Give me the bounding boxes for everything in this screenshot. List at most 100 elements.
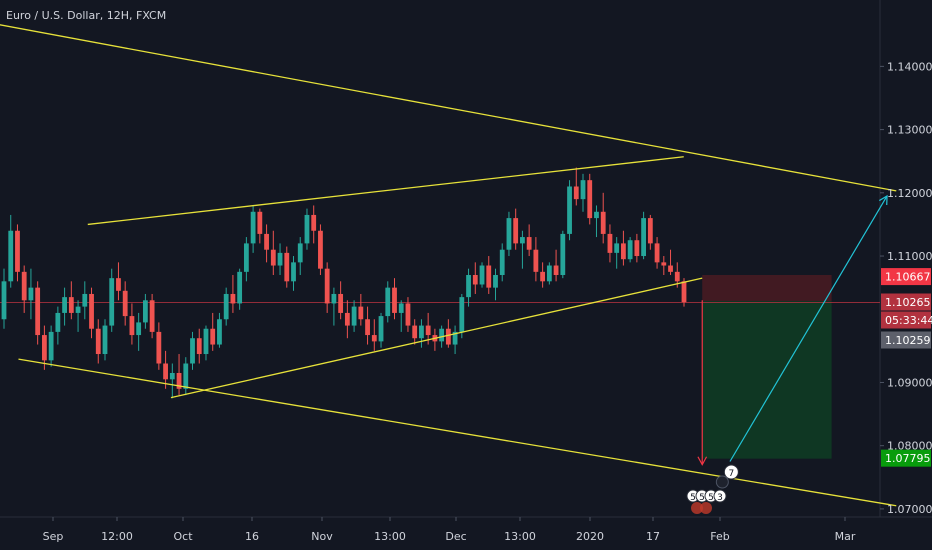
candle-body — [75, 306, 81, 313]
y-tick-label: 1.13000 — [887, 124, 932, 137]
candle-body — [68, 297, 74, 313]
last-price-label-bg — [881, 331, 931, 349]
x-tick-label: 2020 — [576, 530, 604, 543]
candle-body — [203, 328, 209, 355]
candle-body — [116, 278, 121, 291]
candle-body — [210, 328, 216, 345]
candle-body — [338, 293, 344, 313]
up-arrow — [729, 195, 888, 462]
candle-body — [297, 243, 303, 263]
candle-body — [41, 335, 47, 361]
candle-body — [163, 363, 168, 380]
x-tick-label: Dec — [445, 530, 466, 543]
x-tick-label: 17 — [646, 530, 660, 543]
event-marker — [713, 489, 727, 503]
candle-body — [419, 325, 424, 339]
candle-body — [8, 230, 14, 282]
candle-body — [573, 186, 579, 200]
event-marker-label: 5 — [690, 493, 696, 503]
x-tick-label: Nov — [311, 530, 333, 543]
candle-body — [277, 252, 283, 266]
trendline-wedge-upper — [87, 156, 684, 226]
candle-body — [674, 271, 680, 282]
event-marker-label: 3 — [717, 493, 723, 503]
candle-body — [331, 293, 337, 304]
up-arrow-head — [878, 194, 888, 205]
candle-body — [190, 338, 195, 364]
event-marker — [723, 464, 739, 480]
y-tick-label: 1.14000 — [887, 60, 932, 73]
last-price-label: 1.10259 — [885, 334, 931, 347]
candle-body — [513, 218, 519, 244]
candle-body — [472, 275, 478, 285]
x-tick-label: Mar — [835, 530, 856, 543]
candle-body — [466, 275, 471, 298]
candle-body — [169, 372, 175, 380]
trendline-channel-lower — [18, 358, 897, 507]
candle-body — [520, 237, 525, 244]
candle-body — [661, 262, 667, 266]
candle-body — [82, 293, 88, 307]
candle-body — [486, 265, 492, 288]
candle-body — [129, 316, 135, 336]
x-tick-label: Feb — [710, 530, 729, 543]
stop-zone — [702, 275, 832, 302]
candle-body — [398, 303, 404, 313]
candle-body — [614, 243, 620, 253]
event-marker-flag — [700, 502, 712, 514]
candle-body — [526, 237, 532, 250]
current-price-label: 1.10265 — [885, 296, 931, 309]
candle-body — [257, 211, 263, 234]
candle-body — [230, 293, 236, 304]
candle-body — [149, 300, 155, 332]
candle-body — [122, 290, 128, 317]
candle-body — [102, 325, 108, 355]
candle-body — [351, 306, 357, 326]
candle-body — [89, 293, 94, 329]
candle-body — [412, 325, 418, 339]
event-marker-label: 7 — [728, 469, 734, 479]
candle-body — [250, 211, 256, 244]
y-tick-label: 1.11000 — [887, 250, 932, 263]
candle-body — [587, 180, 593, 219]
candle-body — [136, 322, 142, 336]
candle-body — [499, 249, 505, 275]
candle-body — [365, 319, 370, 336]
x-tick-label: 13:00 — [374, 530, 406, 543]
candle-body — [600, 211, 606, 234]
candle-body — [385, 287, 391, 317]
y-tick-label: 1.07000 — [887, 503, 932, 516]
candle-body — [48, 331, 54, 361]
candle-body — [647, 218, 653, 244]
candle-body — [567, 186, 572, 234]
candle-body — [621, 243, 626, 260]
target-price-label-bg — [881, 449, 931, 467]
candle-body — [176, 372, 182, 389]
event-marker-icon — [715, 475, 729, 489]
candle-body — [641, 218, 647, 257]
event-marker-label: 5 — [699, 493, 705, 503]
entry-price-label-bg — [881, 268, 931, 286]
candle-body — [183, 363, 189, 389]
candle-body — [479, 265, 485, 285]
y-tick-label: 1.08000 — [887, 440, 932, 453]
candle-body — [1, 281, 7, 320]
candle-body — [156, 331, 162, 364]
candle-body — [35, 287, 41, 336]
candle-body — [405, 303, 411, 326]
trendline-channel-upper — [0, 24, 897, 192]
x-tick-label: 13:00 — [504, 530, 536, 543]
current-price-label-bg — [881, 293, 931, 311]
x-tick-label: Sep — [43, 530, 64, 543]
candle-body — [196, 338, 202, 355]
event-marker-flag — [691, 502, 703, 514]
candle-body — [506, 218, 512, 250]
down-arrow-head — [697, 456, 708, 466]
candle-body — [654, 243, 660, 263]
candle-body — [237, 271, 243, 304]
candle-body — [21, 271, 27, 301]
candle-body — [452, 331, 458, 345]
candle-body — [560, 233, 566, 275]
candle-body — [459, 297, 465, 332]
